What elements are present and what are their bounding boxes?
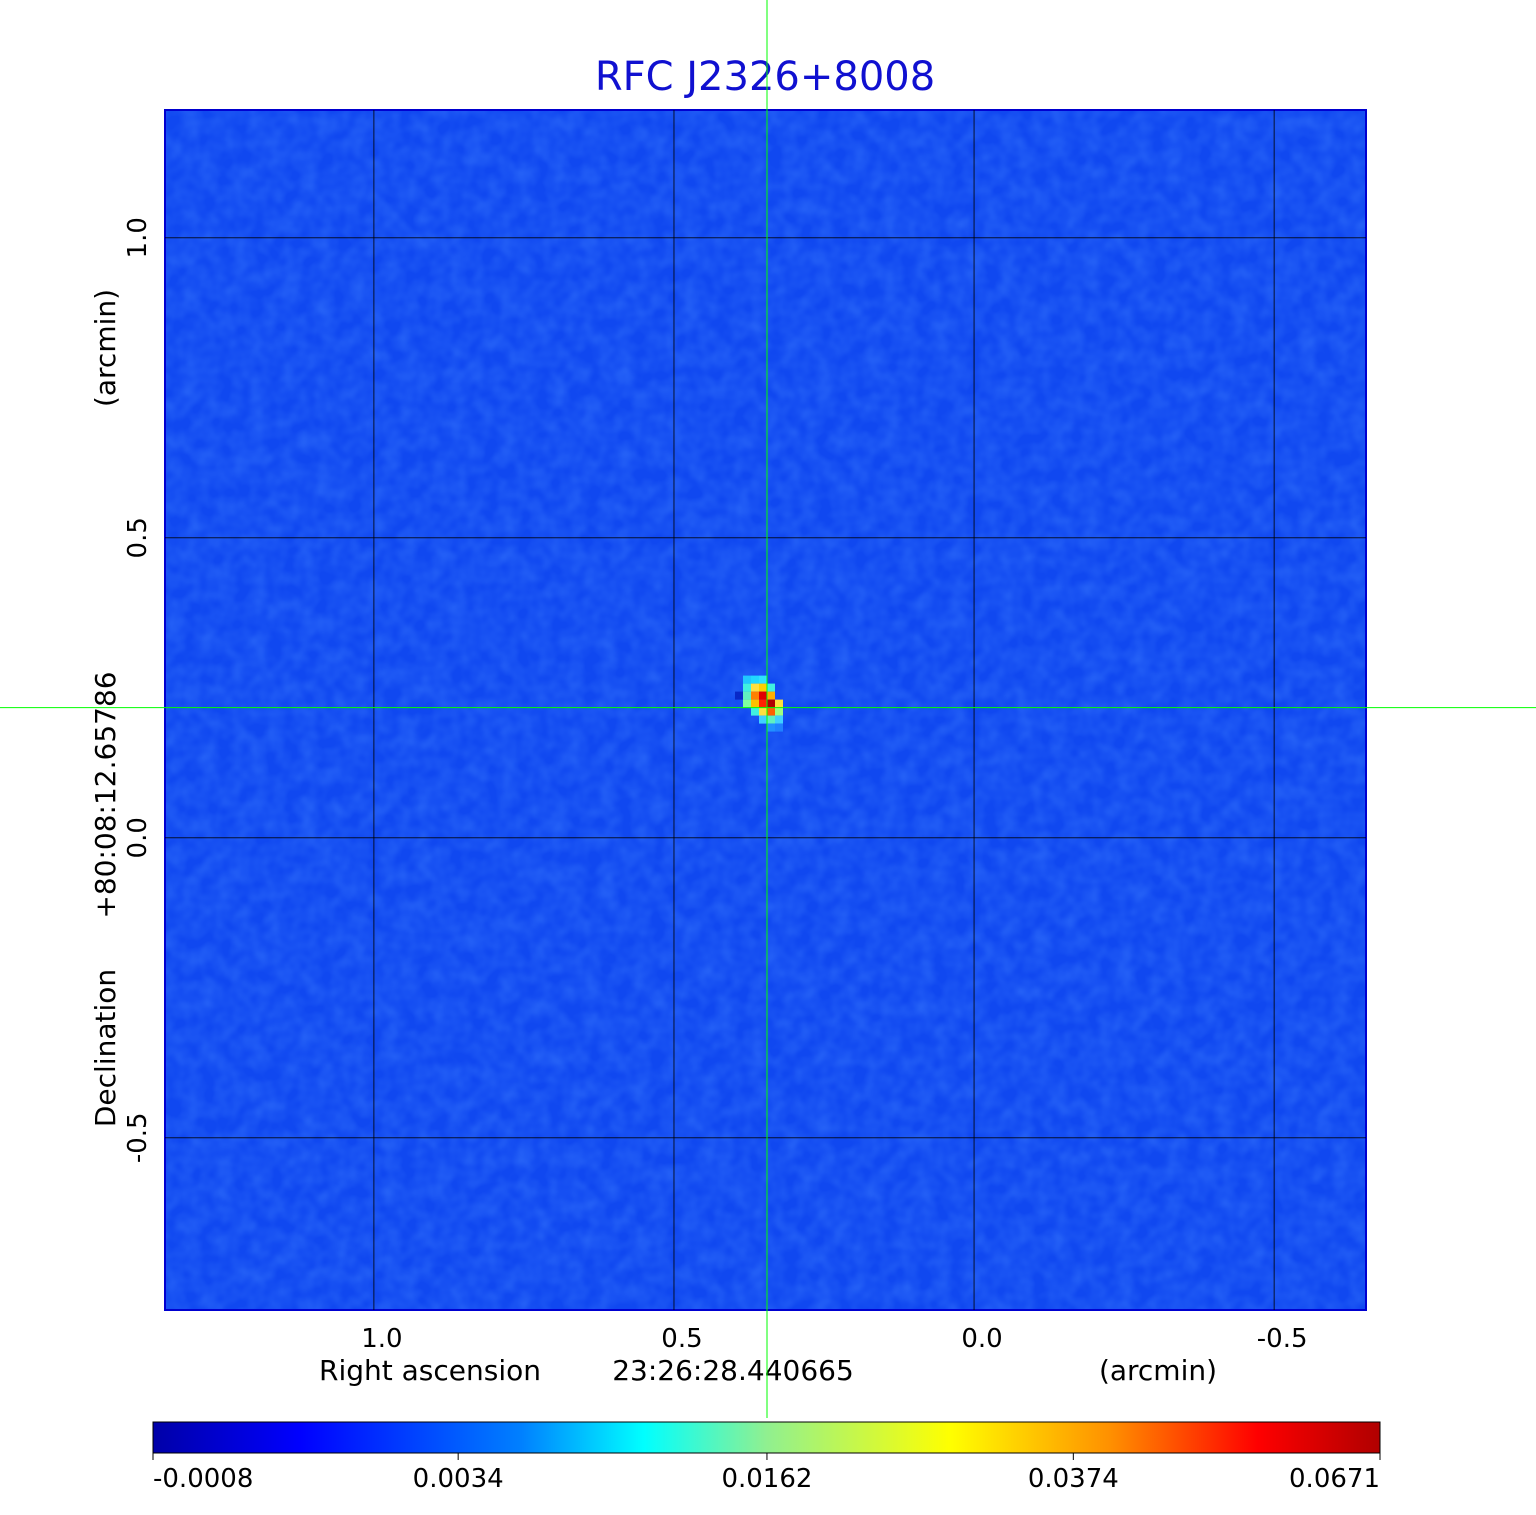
- chart-title: RFC J2326+8008: [595, 54, 935, 100]
- y-axis-center: +80:08:12.65786: [89, 671, 122, 918]
- source-pixel: [751, 675, 760, 684]
- y-tick-label: 0.5: [123, 517, 153, 558]
- source-pixel: [743, 675, 752, 684]
- source-pixel: [743, 683, 752, 692]
- y-tick-label: 1.0: [123, 217, 153, 258]
- source-pixel: [759, 683, 768, 692]
- source-pixel: [767, 691, 776, 700]
- y-axis-label: Declination: [89, 969, 122, 1127]
- source-pixel: [735, 691, 744, 700]
- x-tick-label: -0.5: [1257, 1324, 1308, 1354]
- source-pixel: [759, 707, 768, 716]
- source-pixel: [759, 691, 768, 700]
- source-pixel: [743, 691, 752, 700]
- source-pixel: [759, 699, 768, 708]
- source-pixel: [751, 691, 760, 700]
- x-tick-label: 1.0: [361, 1324, 402, 1354]
- source-pixel: [767, 707, 776, 716]
- x-axis-unit: (arcmin): [1099, 1354, 1217, 1387]
- source: [735, 675, 784, 732]
- source-pixel: [775, 715, 784, 724]
- colorbar: [152, 1421, 1381, 1454]
- colorbar-tick-label: -0.0008: [153, 1464, 253, 1494]
- source-pixel: [767, 683, 776, 692]
- y-tick-label: -0.5: [123, 1112, 153, 1163]
- source-pixel: [751, 683, 760, 692]
- colorbar-tick-label: 0.0671: [1289, 1464, 1380, 1494]
- image-frame: [164, 109, 1367, 1311]
- x-tick-label: 0.5: [661, 1324, 702, 1354]
- source-pixel: [775, 707, 784, 716]
- source-pixel: [767, 699, 776, 708]
- source-pixel: [775, 723, 784, 732]
- source-pixel: [751, 707, 760, 716]
- source-pixel: [743, 699, 752, 708]
- source-pixel: [767, 723, 776, 732]
- source-pixel: [759, 715, 768, 724]
- source-pixel: [759, 675, 768, 684]
- source-pixel: [767, 715, 776, 724]
- colorbar-tick-label: 0.0374: [1028, 1464, 1119, 1494]
- x-axis-label: Right ascension: [319, 1354, 541, 1387]
- x-axis-center: 23:26:28.440665: [612, 1354, 854, 1387]
- colorbar-tick-label: 0.0162: [721, 1464, 812, 1494]
- source-pixel: [751, 699, 760, 708]
- colorbar-tick-label: 0.0034: [413, 1464, 504, 1494]
- x-tick-label: 0.0: [961, 1324, 1002, 1354]
- y-tick-label: 0.0: [123, 817, 153, 858]
- y-axis-unit: (arcmin): [89, 289, 122, 407]
- source-pixel: [775, 699, 784, 708]
